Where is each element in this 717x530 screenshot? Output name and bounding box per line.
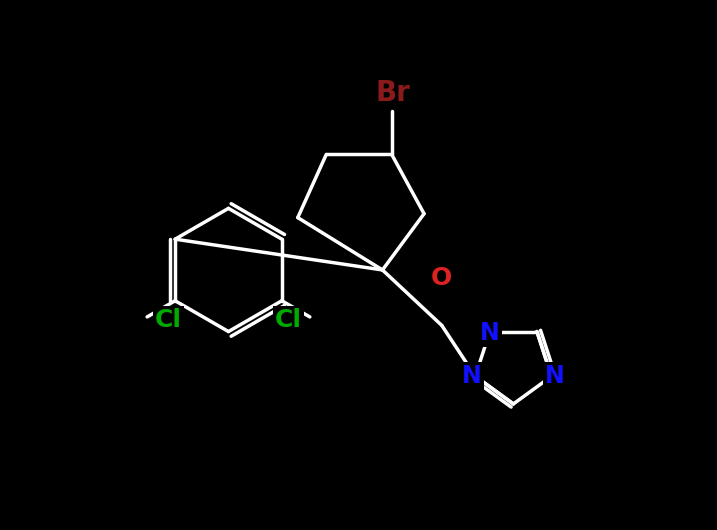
Text: N: N — [480, 321, 500, 345]
Text: N: N — [545, 364, 564, 388]
Text: Cl: Cl — [275, 308, 302, 332]
Text: Br: Br — [376, 79, 411, 107]
Text: N: N — [462, 364, 482, 388]
Text: O: O — [431, 266, 452, 290]
Text: Cl: Cl — [155, 308, 182, 332]
